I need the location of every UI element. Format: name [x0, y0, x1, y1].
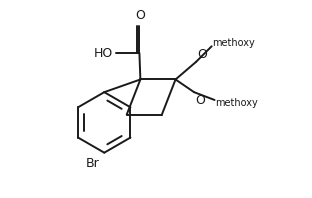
Text: O: O — [197, 48, 207, 61]
Text: methoxy: methoxy — [212, 38, 255, 48]
Text: methoxy: methoxy — [216, 98, 258, 108]
Text: O: O — [135, 9, 145, 22]
Text: Br: Br — [85, 157, 100, 170]
Text: O: O — [195, 94, 205, 107]
Text: HO: HO — [94, 47, 113, 60]
